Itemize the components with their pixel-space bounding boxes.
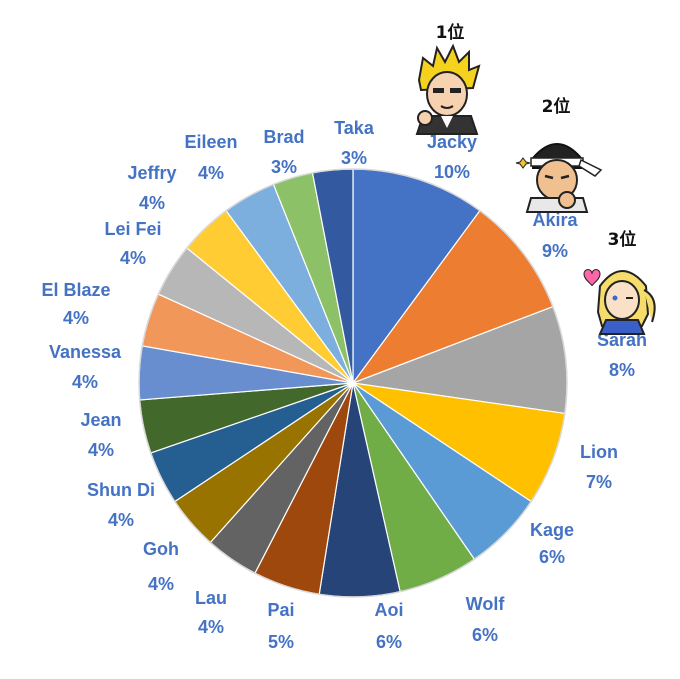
rank-badge-3: 3位 (608, 229, 637, 250)
slice-name-label: Akira (532, 210, 578, 230)
sarah-avatar-icon (583, 269, 656, 335)
slice-value-label: 4% (88, 440, 114, 460)
slice-value-label: 4% (148, 574, 174, 594)
slice-name-label: El Blaze (41, 280, 110, 300)
slice-name-label: Jeffry (127, 163, 176, 183)
slice-value-label: 4% (198, 617, 224, 637)
slice-name-label: Shun Di (87, 480, 155, 500)
pie-slices (138, 168, 568, 598)
svg-text:3位: 3位 (608, 229, 637, 250)
rank-badge-2: 2位 (542, 96, 571, 117)
slice-value-label: 3% (341, 148, 367, 168)
jacky-avatar-icon (415, 43, 481, 135)
slice-name-label: Kage (530, 520, 574, 540)
slice-name-label: Jacky (427, 132, 477, 152)
akira-avatar-icon (515, 143, 603, 213)
slice-name-label: Lau (195, 588, 227, 608)
slice-name-label: Aoi (375, 600, 404, 620)
slice-name-label: Taka (334, 118, 375, 138)
slice-name-label: Lei Fei (104, 219, 161, 239)
slice-name-label: Vanessa (49, 342, 122, 362)
slice-value-label: 4% (72, 372, 98, 392)
slice-value-label: 4% (198, 163, 224, 183)
slice-value-label: 10% (434, 162, 470, 182)
slice-value-label: 9% (542, 241, 568, 261)
svg-text:1位: 1位 (436, 22, 465, 43)
slice-name-label: Pai (267, 600, 294, 620)
slice-value-label: 4% (63, 308, 89, 328)
slice-value-label: 7% (586, 472, 612, 492)
slice-labels: Jacky10%Akira9%Sarah8%Lion7%Kage6%Wolf6%… (41, 118, 647, 652)
slice-name-label: Wolf (466, 594, 506, 614)
slice-value-label: 4% (139, 193, 165, 213)
svg-text:2位: 2位 (542, 96, 571, 117)
slice-value-label: 3% (271, 157, 297, 177)
slice-name-label: Eileen (184, 132, 237, 152)
slice-value-label: 6% (472, 625, 498, 645)
slice-value-label: 6% (376, 632, 402, 652)
slice-name-label: Brad (263, 127, 304, 147)
slice-value-label: 4% (108, 510, 134, 530)
rank-badge-1: 1位 (436, 22, 465, 43)
pie-outline (138, 168, 568, 598)
slice-value-label: 8% (609, 360, 635, 380)
slice-value-label: 6% (539, 547, 565, 567)
slice-name-label: Lion (580, 442, 618, 462)
slice-value-label: 5% (268, 632, 294, 652)
slice-name-label: Goh (143, 539, 179, 559)
slice-value-label: 4% (120, 248, 146, 268)
slice-name-label: Jean (80, 410, 121, 430)
